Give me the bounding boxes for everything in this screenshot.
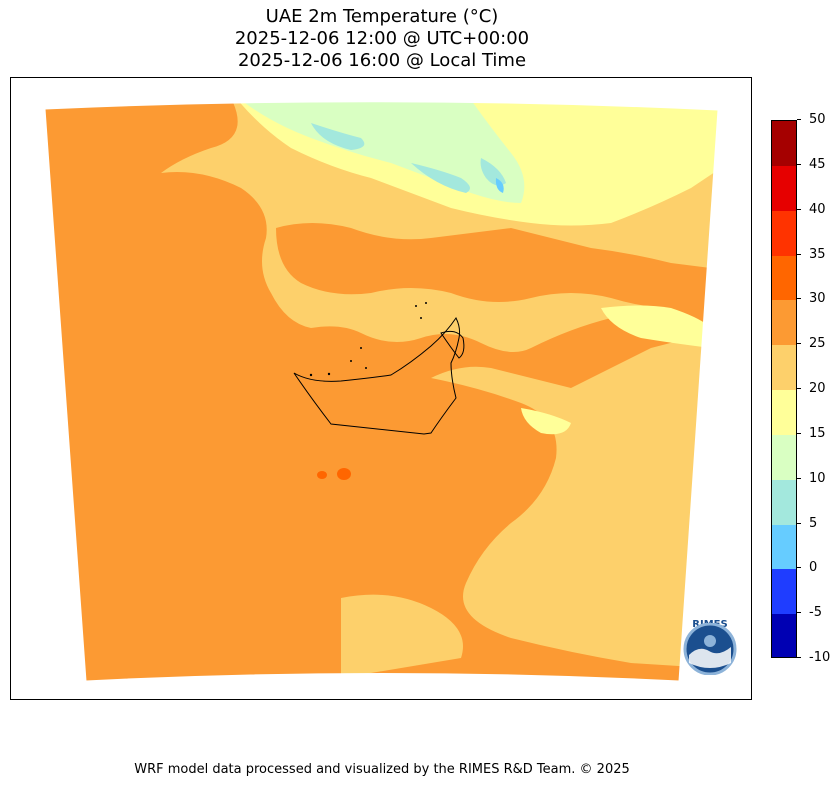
field-5-10-a [311, 123, 365, 150]
colorbar-tick-label: -10 [797, 651, 830, 665]
colorbar-band [772, 614, 796, 657]
colorbar-tick-label: 10 [797, 471, 826, 486]
colorbar-tick-label: 25 [797, 337, 826, 351]
title-line-1: UAE 2m Temperature (°C) [265, 6, 499, 27]
temperature-field [45, 101, 718, 681]
colorbar-tick-label: -5 [797, 606, 822, 620]
island-markers [309, 302, 427, 377]
colorbar [771, 120, 797, 658]
colorbar-band [772, 569, 796, 615]
colorbar-band [772, 121, 796, 167]
uae-boundary [293, 317, 461, 435]
field-5-10-b [411, 163, 470, 193]
colorbar-tick-label: 15 [797, 426, 826, 441]
field-30-35-spot-b [317, 471, 327, 479]
colorbar-tick-label: 20 [797, 382, 826, 396]
temperature-map[interactable] [11, 78, 752, 700]
colorbar-band [772, 255, 796, 301]
colorbar-tick-label: 30 [797, 292, 826, 306]
title-line-2: 2025-12-06 12:00 @ UTC+00:00 [234, 28, 530, 49]
field-5-10-c [480, 158, 506, 186]
colorbar-ticks: 50 45 40 35 30 25 20 15 10 5 0 -5 -10 [797, 113, 837, 665]
colorbar-band [772, 479, 796, 525]
colorbar-band [772, 210, 796, 256]
field-20-25-southeast [431, 328, 718, 668]
field-30-35-spot-a [337, 468, 351, 480]
colorbar-band [772, 434, 796, 481]
colorbar-tick-label: 5 [797, 516, 817, 531]
title-line-3: 2025-12-06 16:00 @ Local Time [237, 50, 527, 71]
map-title: UAE 2m Temperature (°C) 2025-12-06 12:00… [0, 6, 764, 72]
map-frame[interactable]: RIMES [10, 77, 752, 700]
field-15-20-coast [521, 408, 571, 435]
colorbar-band [772, 524, 796, 570]
rimes-logo: RIMES [679, 619, 741, 689]
field-0-5 [495, 178, 504, 193]
colorbar-band [772, 345, 796, 391]
field-20-25-south [341, 594, 463, 678]
colorbar-band [772, 300, 796, 346]
rimes-logo-icon [683, 623, 737, 675]
footer-credit: WRF model data processed and visualized … [134, 762, 630, 777]
field-25-30-band [276, 223, 711, 310]
colorbar-tick-label: 50 [797, 113, 826, 127]
colorbar-band [772, 390, 796, 436]
musandam-boundary [440, 330, 465, 359]
colorbar-tick-label: 45 [797, 157, 826, 172]
domain-edge [44, 101, 719, 682]
colorbar-tick-label: 35 [797, 247, 826, 262]
colorbar-tick-label: 40 [797, 202, 826, 217]
field-15-20-east [601, 305, 711, 348]
colorbar-band [772, 165, 796, 212]
colorbar-tick-label: 0 [797, 561, 817, 575]
